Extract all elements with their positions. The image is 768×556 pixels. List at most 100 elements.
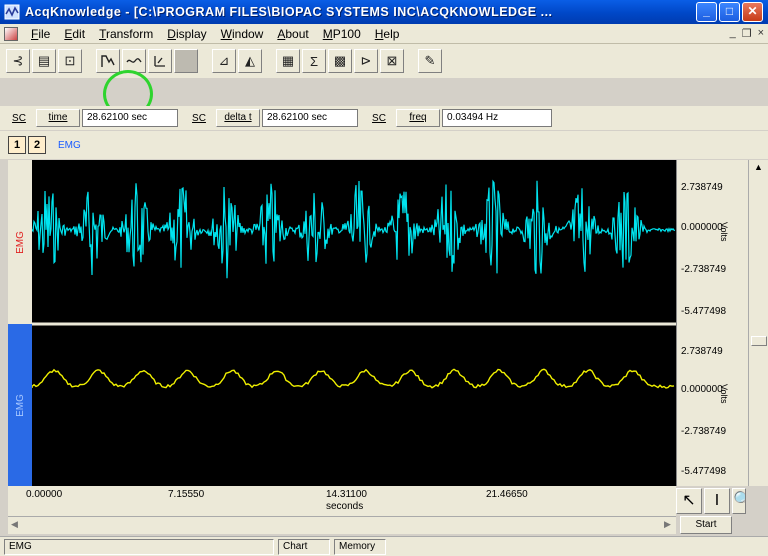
autoscale-waveforms-icon	[101, 55, 115, 67]
arrow-cursor-icon[interactable]: ↖	[676, 488, 702, 514]
meas-value-delta-t: 28.62100 sec	[262, 109, 358, 127]
status-bar: EMG Chart Memory	[0, 536, 768, 556]
menu-file[interactable]: File	[31, 26, 51, 41]
document-icon[interactable]	[4, 26, 18, 41]
app-icon	[4, 4, 20, 20]
time-unit: seconds	[326, 501, 364, 512]
menu-window[interactable]: Window	[220, 26, 264, 41]
scale-tick: -2.738749	[681, 264, 727, 275]
scroll-right-icon[interactable]: ▶	[664, 519, 671, 529]
compress-button[interactable]: ⊡	[58, 49, 82, 73]
grid-button[interactable]: ▦	[276, 49, 300, 73]
rescale-icon: ⊠	[386, 53, 398, 68]
marker-button[interactable]: ◭	[238, 49, 262, 73]
menu-about[interactable]: About	[277, 26, 309, 41]
scroll-up-icon[interactable]: ▲	[754, 162, 763, 172]
channel-bar: 1 2 EMG	[0, 131, 768, 159]
meas-type-delta-t[interactable]: delta t	[216, 109, 260, 127]
maximize-button[interactable]: □	[719, 2, 740, 22]
channel-2-label: EMG	[14, 393, 26, 417]
waveform-canvas[interactable]	[8, 160, 676, 486]
close-button[interactable]: ✕	[742, 2, 763, 22]
menu-mp100[interactable]: MP100	[322, 26, 361, 41]
disabled-button	[174, 49, 198, 73]
calculator-grid-icon: ▩	[333, 53, 347, 68]
channel-1-label-tab[interactable]: EMG	[8, 160, 32, 324]
menu-display[interactable]: Display	[167, 26, 207, 41]
zoom-back-icon: ⊰	[12, 53, 24, 68]
scroll-thumb[interactable]	[751, 336, 767, 346]
measurement-bar: SC time 28.62100 sec SC delta t 28.62100…	[0, 106, 768, 130]
ibeam-cursor-icon[interactable]: I	[704, 488, 730, 514]
time-axis[interactable]: 0.00000 7.15550 14.31100 21.46650 second…	[8, 486, 676, 516]
overlap-icon: ▤	[37, 53, 51, 68]
meas-channel-select[interactable]: SC	[192, 112, 206, 124]
menu-transform[interactable]: Transform	[99, 26, 154, 41]
zoom-cursor-icon[interactable]: 🔍	[732, 488, 746, 514]
meas-value-time: 28.62100 sec	[82, 109, 178, 127]
p-marker-button[interactable]: ⊳	[354, 49, 378, 73]
vertical-scrollbar[interactable]: ▲	[748, 160, 768, 486]
time-tick: 0.00000	[26, 489, 63, 500]
meas-channel-select[interactable]: SC	[372, 112, 386, 124]
rescale-button[interactable]: ⊠	[380, 49, 404, 73]
calculation-button[interactable]: ▩	[328, 49, 352, 73]
time-tick: 7.15550	[168, 489, 205, 500]
open-file-icon: ✎	[424, 53, 436, 68]
menu-help[interactable]: Help	[374, 26, 400, 41]
emg-integrated-waveform	[31, 368, 675, 389]
autoscale-waveforms-button[interactable]	[96, 49, 120, 73]
channel-2-label-tab[interactable]: EMG	[8, 324, 32, 486]
meas-channel-select[interactable]: SC	[12, 112, 26, 124]
scale-unit: Volts	[719, 384, 729, 404]
statistics-button[interactable]: Σ	[302, 49, 326, 73]
status-memory: Memory	[334, 538, 386, 555]
channel-2-scale[interactable]: 2.738749 0.000000 -2.738749 -5.477498 Vo…	[676, 324, 748, 486]
autoscale-horizontal-icon	[126, 58, 142, 63]
overlap-button[interactable]: ▤	[32, 49, 56, 73]
scale-tick: 0.000000	[681, 222, 723, 233]
p-marker-icon: ⊳	[360, 53, 372, 68]
ruler-icon: ⊿	[218, 53, 230, 68]
mdi-restore-button[interactable]: ❐	[741, 28, 752, 40]
toolbar: ⊰ ▤ ⊡ ⊿ ◭ ▦ Σ ▩ ⊳ ⊠ ✎	[0, 44, 768, 78]
status-chart: Chart	[278, 538, 330, 555]
autoscale-horizontal-button[interactable]	[122, 49, 146, 73]
ruler-button[interactable]: ⊿	[212, 49, 236, 73]
meas-type-time[interactable]: time	[36, 109, 80, 127]
scale-unit: Volts	[719, 222, 729, 242]
cursor-tools: ↖ I 🔍	[676, 488, 746, 514]
waveform-display[interactable]	[8, 160, 676, 486]
adjust-baseline-icon	[154, 56, 165, 67]
time-tick: 21.46650	[486, 489, 528, 500]
mdi-minimize-button[interactable]: _	[729, 27, 736, 39]
menu-edit[interactable]: Edit	[64, 26, 86, 41]
zoom-back-button[interactable]: ⊰	[6, 49, 30, 73]
meas-type-freq[interactable]: freq	[396, 109, 440, 127]
horizontal-scrollbar[interactable]: ◀ ▶	[8, 516, 676, 534]
channel-2-button[interactable]: 2	[28, 136, 46, 154]
minimize-button[interactable]: _	[696, 2, 717, 22]
meas-value-freq: 0.03494 Hz	[442, 109, 552, 127]
mdi-close-button[interactable]: ×	[757, 27, 764, 39]
scale-tick: 2.738749	[681, 182, 723, 193]
status-channel: EMG	[4, 538, 274, 555]
channel-1-label: EMG	[14, 230, 26, 254]
open-file-button[interactable]: ✎	[418, 49, 442, 73]
channel-1-button[interactable]: 1	[8, 136, 26, 154]
scroll-left-icon[interactable]: ◀	[11, 519, 18, 529]
channel-1-scale[interactable]: 2.738749 0.000000 -2.738749 -5.477498 Vo…	[676, 160, 748, 324]
active-channel-label: EMG	[58, 139, 81, 151]
time-tick: 14.31100	[326, 489, 367, 500]
scale-tick: -5.477498	[681, 306, 727, 317]
menu-bar: File Edit Transform Display Window About…	[0, 24, 768, 44]
adjust-baseline-button[interactable]	[148, 49, 172, 73]
compress-icon: ⊡	[64, 53, 76, 68]
marker-icon: ◭	[245, 53, 255, 68]
title-bar: AcqKnowledge - [C:\PROGRAM FILES\BIOPAC …	[0, 0, 768, 24]
scale-tick: 2.738749	[681, 346, 723, 357]
window-title: AcqKnowledge - [C:\PROGRAM FILES\BIOPAC …	[25, 5, 553, 19]
scale-tick: -5.477498	[681, 466, 727, 477]
scale-tick: -2.738749	[681, 426, 727, 437]
start-button[interactable]: Start	[680, 516, 732, 534]
